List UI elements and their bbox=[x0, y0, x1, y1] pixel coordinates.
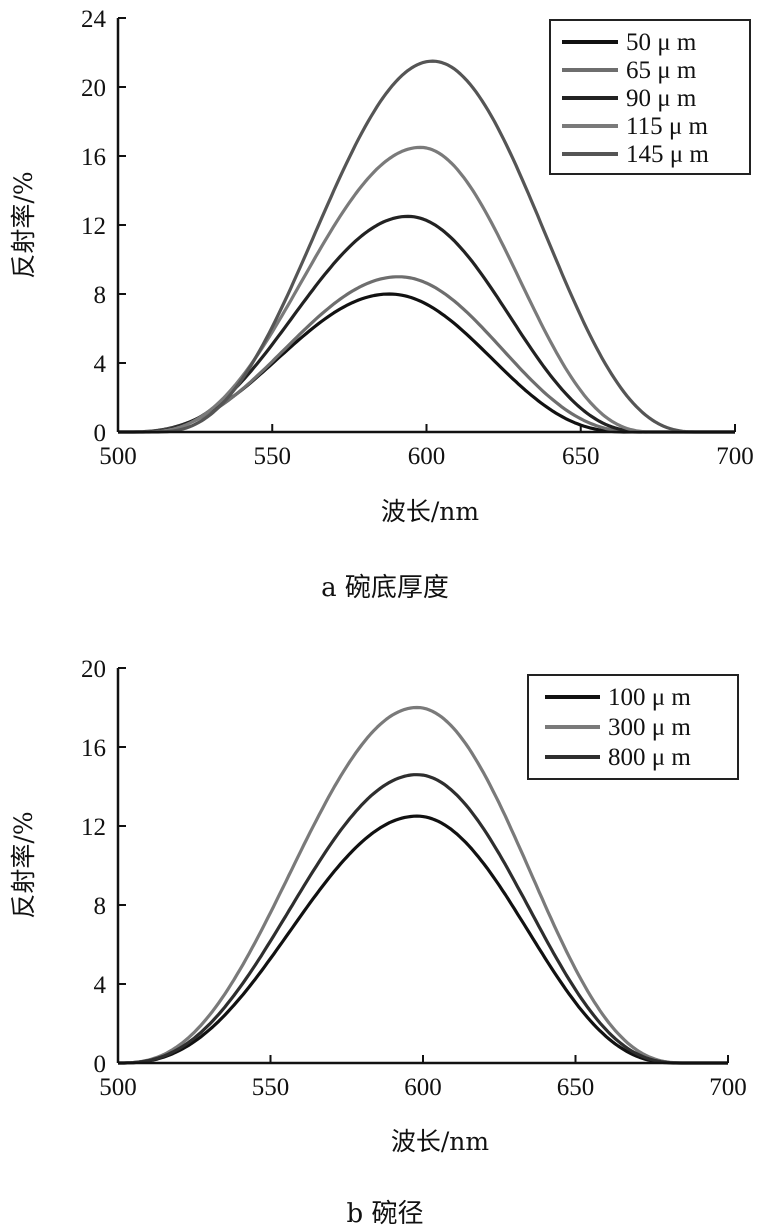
chart-b-series-line-2 bbox=[118, 773, 728, 1065]
chart-a-x-axis-label: 波长/nm bbox=[381, 497, 480, 526]
chart-a-series-line-2 bbox=[118, 214, 735, 434]
chart-a-x-ticks: 500 550 600 650 700 bbox=[99, 424, 754, 470]
chart-b-x-ticks: 500 550 600 650 700 bbox=[99, 1055, 747, 1101]
chart-a-caption: a 碗底厚度 bbox=[321, 573, 449, 603]
y-tick-label: 0 bbox=[94, 1051, 107, 1078]
x-tick-label: 600 bbox=[404, 1074, 442, 1101]
legend-entry-label: 65 μ m bbox=[626, 57, 697, 84]
chart-b-y-axis-label: 反射率/% bbox=[9, 811, 38, 918]
x-tick-label: 700 bbox=[709, 1074, 747, 1101]
legend-entry-label: 300 μ m bbox=[608, 714, 691, 741]
legend-entry-label: 90 μ m bbox=[626, 85, 697, 112]
legend-entry-label: 50 μ m bbox=[626, 29, 697, 56]
chart-b-series-lines bbox=[118, 705, 728, 1065]
chart-a-y-ticks: 0 4 8 12 16 20 24 bbox=[81, 6, 126, 447]
y-tick-label: 8 bbox=[94, 893, 107, 920]
chart-b-series-line-1 bbox=[118, 705, 728, 1065]
y-tick-label: 16 bbox=[81, 735, 106, 762]
x-tick-label: 600 bbox=[408, 443, 446, 470]
chart-a-series-line-4 bbox=[118, 59, 735, 434]
legend-entry-label: 115 μ m bbox=[626, 113, 708, 140]
legend-entry-label: 145 μ m bbox=[626, 141, 709, 168]
y-tick-label: 8 bbox=[94, 282, 107, 309]
y-tick-label: 4 bbox=[94, 351, 107, 378]
x-tick-label: 650 bbox=[562, 443, 600, 470]
chart-b-bowl-diameter: 500 550 600 650 700 0 4 8 12 16 20 100 μ m 300 μ m… bbox=[9, 656, 747, 1229]
chart-b-series-line-0 bbox=[118, 814, 728, 1065]
chart-a-thickness: 500 550 600 650 700 0 4 8 12 16 20 24 50 μ m65 μ m… bbox=[9, 6, 754, 603]
y-tick-label: 12 bbox=[81, 213, 106, 240]
y-tick-label: 16 bbox=[81, 144, 106, 171]
x-tick-label: 500 bbox=[99, 443, 137, 470]
y-tick-label: 0 bbox=[94, 420, 107, 447]
legend-entry-label: 100 μ m bbox=[608, 684, 691, 711]
chart-b-y-ticks: 0 4 8 12 16 20 bbox=[81, 656, 126, 1078]
chart-a-series-line-3 bbox=[118, 145, 735, 434]
x-tick-label: 700 bbox=[716, 443, 754, 470]
y-tick-label: 24 bbox=[81, 6, 107, 33]
y-tick-label: 20 bbox=[81, 75, 106, 102]
chart-b-legend: 100 μ m 300 μ m 800 μ m bbox=[527, 674, 739, 780]
x-tick-label: 550 bbox=[252, 1074, 290, 1101]
y-tick-label: 4 bbox=[94, 972, 107, 999]
chart-a-y-axis-label: 反射率/% bbox=[9, 171, 38, 278]
legend-entry-label: 800 μ m bbox=[608, 744, 691, 771]
chart-b-caption: b 碗径 bbox=[347, 1199, 424, 1229]
x-tick-label: 650 bbox=[557, 1074, 595, 1101]
x-tick-label: 500 bbox=[99, 1074, 137, 1101]
y-tick-label: 20 bbox=[81, 656, 106, 683]
x-tick-label: 550 bbox=[254, 443, 292, 470]
y-tick-label: 12 bbox=[81, 814, 106, 841]
chart-b-x-axis-label: 波长/nm bbox=[391, 1127, 490, 1156]
